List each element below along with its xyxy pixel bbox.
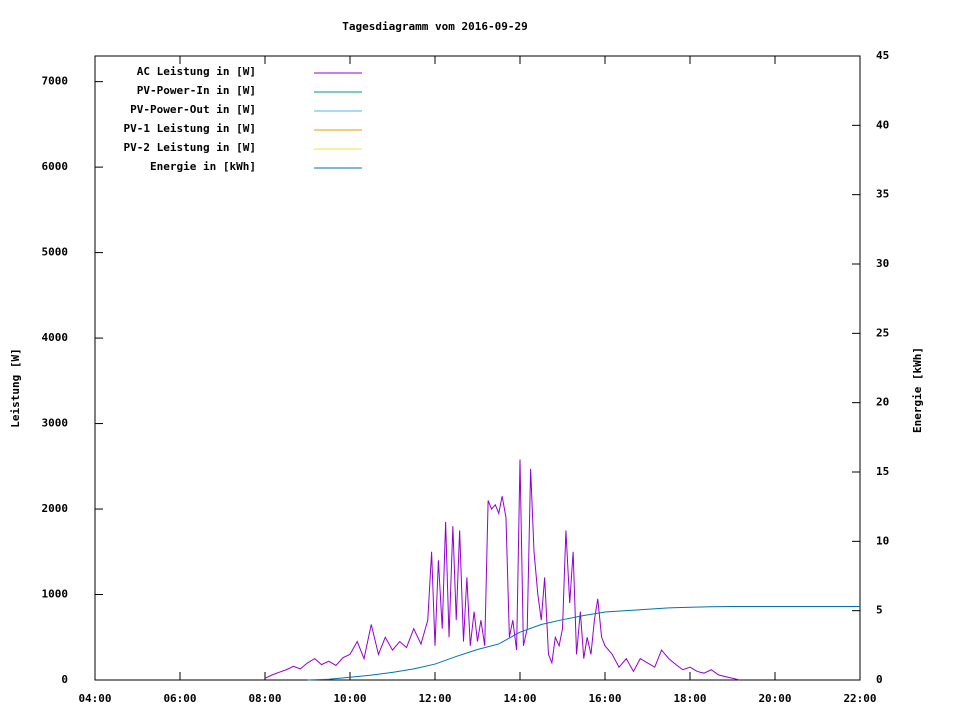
x-tick-label: 12:00 [418, 692, 451, 705]
y-tick-label: 6000 [42, 160, 69, 173]
x-tick-label: 22:00 [843, 692, 876, 705]
y2-tick-label: 25 [876, 326, 889, 339]
y-tick-label: 0 [61, 673, 68, 686]
y-tick-label: 5000 [42, 246, 69, 259]
y-tick-label: 7000 [42, 75, 69, 88]
y-tick-label: 1000 [42, 588, 69, 601]
y2-tick-label: 5 [876, 604, 883, 617]
legend-label: AC Leistung in [W] [137, 65, 256, 78]
y2-axis-label: Energie [kWh] [911, 347, 924, 433]
plot-frame [94, 55, 861, 681]
legend-label: PV-Power-In in [W] [137, 84, 256, 97]
data-line [307, 606, 860, 681]
x-tick-label: 16:00 [588, 692, 621, 705]
x-tick-label: 08:00 [248, 692, 281, 705]
legend-label: PV-2 Leistung in [W] [124, 141, 256, 154]
y-tick-label: 2000 [42, 502, 69, 515]
y-tick-label: 4000 [42, 331, 69, 344]
y2-tick-label: 40 [876, 118, 889, 131]
y2-tick-label: 0 [876, 673, 883, 686]
legend-label: PV-1 Leistung in [W] [124, 122, 256, 135]
x-tick-label: 10:00 [333, 692, 366, 705]
x-tick-label: 14:00 [503, 692, 536, 705]
x-tick-label: 04:00 [78, 692, 111, 705]
chart-title: Tagesdiagramm vom 2016-09-29 [342, 20, 527, 33]
y2-tick-label: 35 [876, 188, 889, 201]
y2-tick-label: 20 [876, 396, 889, 409]
y2-tick-label: 30 [876, 257, 889, 270]
y-tick-label: 3000 [42, 417, 69, 430]
y2-tick-label: 15 [876, 465, 889, 478]
legend-label: Energie in [kWh] [150, 160, 256, 173]
x-tick-label: 18:00 [673, 692, 706, 705]
y2-tick-label: 45 [876, 49, 889, 62]
x-tick-label: 20:00 [758, 692, 791, 705]
y2-tick-label: 10 [876, 534, 889, 547]
data-line [264, 459, 740, 681]
legend-label: PV-Power-Out in [W] [130, 103, 256, 116]
x-tick-label: 06:00 [163, 692, 196, 705]
y-axis-label: Leistung [W] [9, 348, 22, 427]
